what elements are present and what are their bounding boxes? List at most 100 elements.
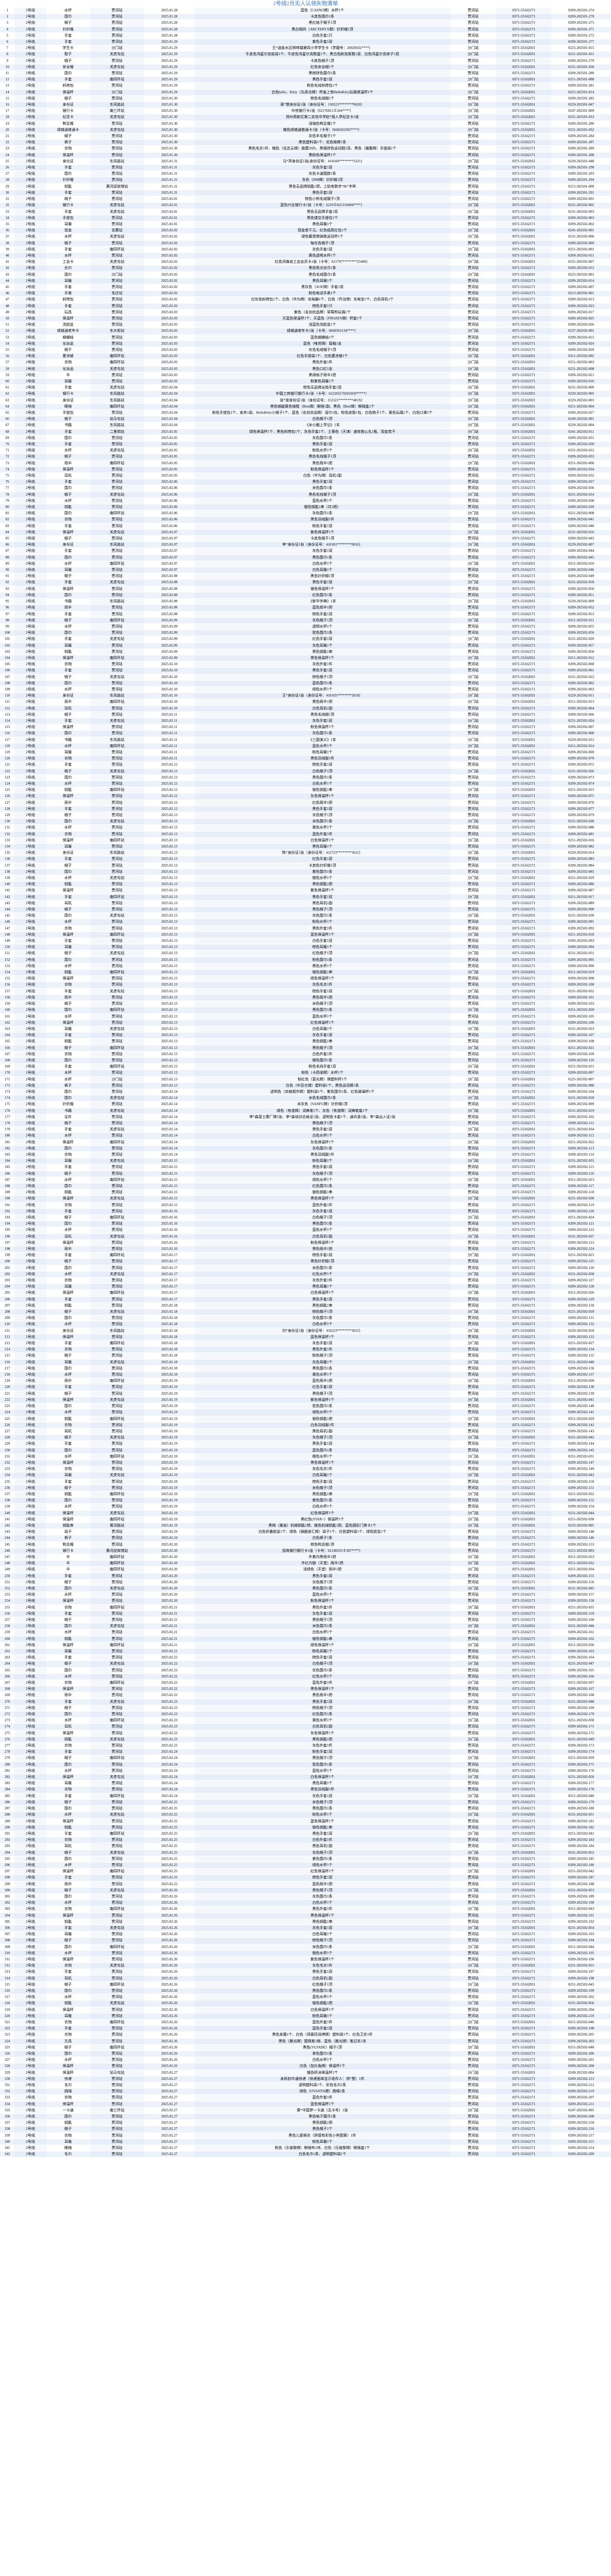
cell-claim-number: 0209-202502-073 (551, 774, 611, 781)
cell-item-name: 斜挎包 (46, 296, 90, 303)
cell-phone: 0371-55162171 (496, 1598, 552, 1605)
cell-found-station: 贾河站 (90, 2126, 144, 2133)
table-row: 261 2号线 保温杯 南四环站 2025.02.21 绿色保温杯1个 沙门站 0371-55… (0, 1641, 611, 1649)
cell-item-name: 衣物 (46, 1201, 90, 1209)
table-row: 191 2号线 衣物 贾河站 2025.02.15 蓝色外套1件 贾河站 0371-55162… (0, 1201, 611, 1209)
cell-found-station: 黄河迎宾馆站 (90, 183, 144, 190)
table-row: 262 2号线 耳暖 贾河站 2025.02.21 粉色耳暖1个 贾河站 0371-55162… (0, 1648, 611, 1655)
cell-line: 2号线 (14, 1132, 46, 1140)
cell-line: 2号线 (14, 1918, 46, 1925)
cell-claim-number: 0209-202502-117 (551, 1182, 611, 1190)
row-index: 197 (0, 1239, 15, 1247)
cell-claim-number: 0209-202502-080 (551, 824, 611, 832)
cell-claim-number: 0209-202502-204 (551, 2006, 611, 2013)
cell-line: 2号线 (14, 906, 46, 913)
cell-claim-number: 0251-202502-003 (551, 359, 611, 366)
cell-found-date: 2025.02.13 (144, 1019, 195, 1026)
cell-phone: 0371-55162031 (496, 1849, 552, 1856)
cell-phone: 0371-55162031 (496, 422, 552, 429)
cell-description: 白色裤子1条 (194, 1535, 450, 1542)
row-index: 25 (0, 158, 15, 165)
cell-phone: 0371-55162171 (496, 1730, 552, 1737)
cell-item-name: 手套 (46, 2025, 90, 2032)
cell-found-station: 南四环站 (90, 1340, 144, 1347)
cell-phone: 0371-55162031 (496, 510, 552, 517)
cell-phone: 0371-55162171 (496, 479, 552, 486)
table-row: 113 2号线 帽子 贾河站 2025.02.11 黑色毛线帽1顶 贾河站 0371-5516… (0, 711, 611, 718)
cell-item-name: 衣物 (46, 1050, 90, 1058)
cell-found-date: 2025.01.30 (144, 108, 195, 115)
cell-line: 2号线 (14, 2057, 46, 2064)
cell-claim-number: 0209-202502-185 (551, 1855, 611, 1862)
cell-item-name: 手套 (46, 1063, 90, 1071)
cell-found-station: 贾河站 (90, 151, 144, 159)
cell-phone: 0371-55162171 (496, 799, 552, 806)
cell-found-date: 2025.02.11 (144, 730, 195, 737)
table-row: 333 2号线 衣物 贾河站 2025.02.27 蓝色外套1件 贾河站 0371-55162… (0, 2094, 611, 2102)
table-row: 84 2号线 保温杯 关虎屯站 2025.02.07 紫色保温杯1个 沙门站 0371-551… (0, 529, 611, 536)
table-row: 184 2号线 耳暖 关虎屯站 2025.02.15 粉色耳暖1个 沙门站 0371-5516… (0, 1158, 611, 1165)
table-row: 183 2号线 衣物 贾河站 2025.02.14 黑色羽绒服1件 贾河站 0371-5516… (0, 1151, 611, 1159)
cell-item-name: 文具 (46, 2038, 90, 2045)
row-index: 114 (0, 717, 15, 725)
table-row: 72 2号线 帽子 贾河站 2025.02.05 黑色毛线帽子1顶 贾河站 0371-5516… (0, 453, 611, 461)
cell-item-name: 水杯 (46, 1070, 90, 1077)
cell-item-name: 水杯 (46, 1503, 90, 1511)
cell-line: 2号线 (14, 1987, 46, 1995)
cell-claim-number: 0209-202502-138 (551, 1384, 611, 1391)
cell-phone: 0371-55162171 (496, 1258, 552, 1265)
row-index: 95 (0, 598, 15, 605)
table-row: 241 2号线 保温杯 南四环站 2025.02.19 黑红色(STAR+）保温杯1个 沙门… (0, 1516, 611, 1523)
cell-phone: 0371-55162031 (496, 1553, 552, 1561)
cell-claim-number: 0209-202502-118 (551, 1189, 611, 1196)
cell-phone: 0371-55162171 (496, 1164, 552, 1171)
cell-keep-station: 贾河站 (450, 1956, 497, 1963)
cell-description: 透明塑料袋1个、彩色毛巾2条 (194, 2082, 450, 2089)
row-index: 169 (0, 1063, 15, 1071)
cell-item-name: 帽子 (46, 573, 90, 580)
cell-found-station: 贾河站 (90, 1321, 144, 1328)
cell-item-name: 手套 (46, 579, 90, 586)
cell-keep-station: 沙门站 (450, 2000, 497, 2007)
cell-found-date: 2025.01.30 (144, 114, 195, 121)
cell-line: 2号线 (14, 57, 46, 64)
cell-description: 银色钥匙1串 (194, 1824, 450, 1831)
cell-item-name: 水杯 (46, 1371, 90, 1379)
cell-line: 2号线 (14, 1874, 46, 1882)
cell-claim-number: 0209-202502-197 (551, 1969, 611, 1976)
row-index: 94 (0, 591, 15, 599)
cell-line: 2号线 (14, 2050, 46, 2058)
row-index: 235 (0, 1478, 15, 1485)
cell-found-station: 花寨站 (90, 227, 144, 234)
cell-line: 2号线 (14, 359, 46, 366)
cell-claim-number: 0251-202502-002 (551, 353, 611, 360)
cell-description: 红色雨伞1把 (194, 799, 450, 806)
row-index: 132 (0, 831, 15, 838)
cell-found-station: 贾河站 (90, 7, 144, 14)
cell-found-station: 南四环站 (90, 1641, 144, 1649)
cell-phone: 0371-55162171 (496, 151, 552, 159)
table-row: 166 2号线 帽子 南四环站 2025.02.13 黑色帽子1顶 沙门站 0371-5516… (0, 1044, 611, 1052)
row-index: 303 (0, 1906, 15, 1913)
cell-item-name: 雨伞 (46, 1692, 90, 1699)
cell-description: 紫色手套1双 (194, 39, 450, 46)
table-row: 209 2号线 围巾 贾河站 2025.02.18 灰色围巾1条 贾河站 0371-55162… (0, 1315, 611, 1322)
cell-keep-station: 贾河站 (450, 120, 497, 127)
cell-description: 橙色水杯1个 (194, 1950, 450, 1957)
cell-description: 黑色雨伞1把 (194, 994, 450, 1002)
cell-keep-station: 沙门站 (450, 1007, 497, 1014)
cell-line: 2号线 (14, 654, 46, 662)
row-index: 188 (0, 1182, 15, 1190)
cell-found-date: 2025.02.27 (144, 2145, 195, 2152)
cell-claim-number: 0251-202502-040 (551, 2044, 611, 2052)
cell-description: 灰色保温杯1个 (194, 1139, 450, 1146)
cell-description: 外紫内黑雨伞1把 (194, 1553, 450, 1561)
cell-claim-number: 0209-202501-280 (551, 70, 611, 77)
cell-found-date: 2025.02.26 (144, 1931, 195, 1938)
cell-found-station: 贾河站 (90, 1050, 144, 1058)
cell-item-name: 水杯 (46, 2057, 90, 2064)
table-row: 323 2号线 衣物 贾河站 2025.02.26 黑色发箍1个、白色（郑喜旺烧烤牌）塑料… (0, 2031, 611, 2039)
cell-item-name: 手套 (46, 805, 90, 813)
cell-phone: 0371-55162171 (496, 591, 552, 599)
cell-item-name: 帽子 (46, 95, 90, 103)
